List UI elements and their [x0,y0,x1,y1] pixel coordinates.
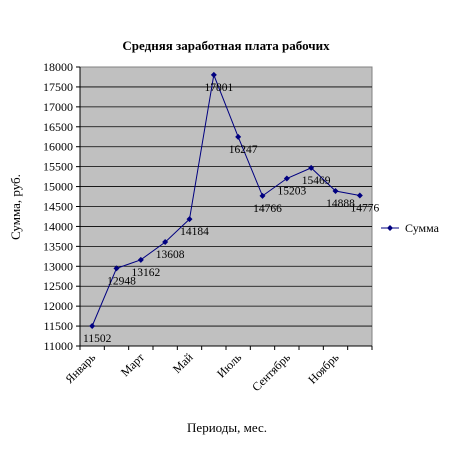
x-tick-label: Январь [62,350,98,386]
data-label: 11502 [83,333,112,345]
data-point [259,192,266,199]
y-tick-label: 11500 [43,319,73,333]
legend: Сумма [381,221,440,235]
y-tick-label: 18000 [43,60,73,74]
data-label: 14184 [180,226,209,238]
data-label: 13162 [131,267,160,279]
x-tick-label: Май [170,350,196,376]
y-axis-label: Сумма, руб. [8,174,23,240]
data-label: 12948 [107,275,136,287]
x-axis-label: Периоды, мес. [187,420,267,435]
data-label: 14776 [350,202,379,214]
y-tick-label: 17500 [43,80,73,94]
y-tick-label: 16500 [43,120,73,134]
data-label: 17801 [204,82,233,94]
chart-title: Средняя заработная плата рабочих [122,38,330,53]
y-tick-label: 14000 [43,219,73,233]
y-tick-label: 15000 [43,180,73,194]
data-point [162,239,169,246]
data-point [89,322,96,329]
data-point [113,265,120,272]
y-tick-label: 17000 [43,100,73,114]
y-tick-label: 12500 [43,279,73,293]
data-point [210,71,217,78]
data-point [283,175,290,182]
data-point [356,192,363,199]
data-label: 13608 [156,249,185,261]
legend-label: Сумма [405,221,440,235]
y-tick-label: 12000 [43,299,73,313]
series-line [91,73,360,327]
data-label: 16247 [229,144,258,156]
x-tick-label: Март [118,350,148,380]
data-point [332,188,339,195]
legend-diamond-marker [387,225,393,231]
x-tick-label: Сентябрь [249,350,293,394]
data-point [235,133,242,140]
plot-area: 11000 11500 12000 12500 13000 13500 14000 14500… [43,60,379,394]
y-tick-label: 14500 [43,200,73,214]
data-label: 14766 [253,203,282,215]
data-point [186,216,193,223]
data-point [137,256,144,263]
data-label: 14888 [326,198,355,210]
x-tick-label: Ноябрь [305,350,342,387]
data-label: 15469 [302,175,331,187]
y-tick-label: 13500 [43,239,73,253]
data-point [308,164,315,171]
y-tick-label: 11000 [43,339,73,353]
y-tick-label: 16000 [43,140,73,154]
data-label: 15203 [277,185,306,197]
x-tick-label: Июль [214,350,245,381]
y-tick-label: 13000 [43,259,73,273]
y-tick-label: 15500 [43,160,73,174]
